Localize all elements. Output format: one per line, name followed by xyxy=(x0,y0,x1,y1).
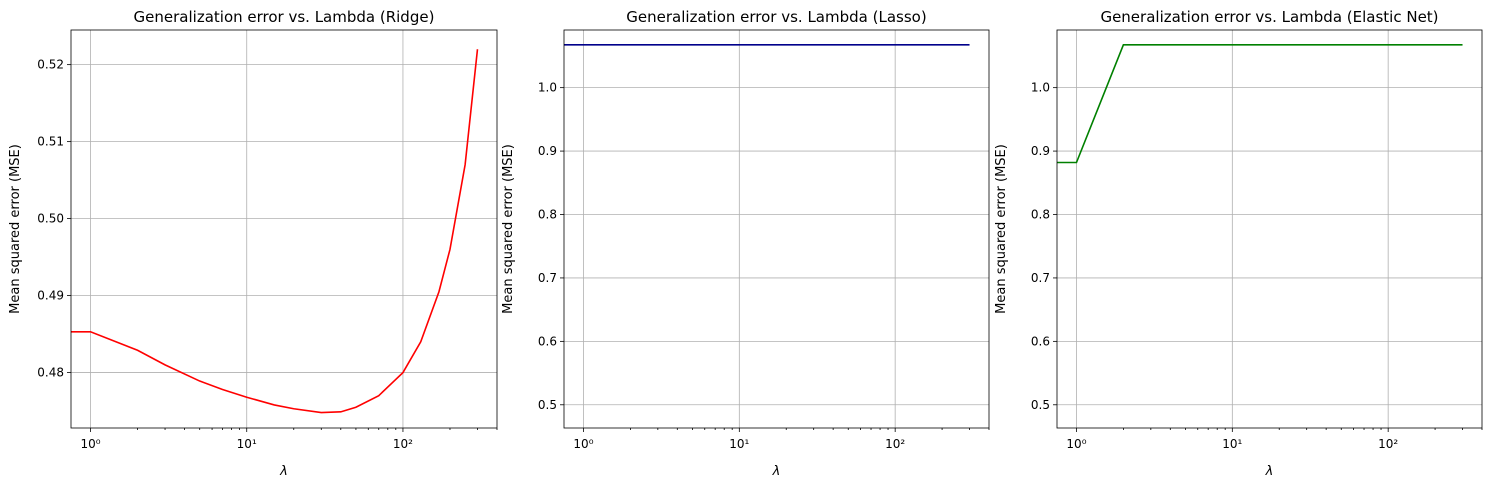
x-tick-label: 10² xyxy=(885,437,905,451)
chart-title: Generalization error vs. Lambda (Elastic… xyxy=(1100,8,1438,26)
y-axis-label: Mean squared error (MSE) xyxy=(994,144,1009,314)
y-tick-label: 0.51 xyxy=(37,135,64,149)
chart-panel-2: 0.5 0.6 0.7 0.8 0.9 1.0 10⁰ 10¹ 10² Generalizatio… xyxy=(501,8,990,479)
series-line xyxy=(1057,44,1463,164)
x-tick-label: 10⁰ xyxy=(573,437,593,451)
y-tick-label: 0.9 xyxy=(538,144,557,158)
plot-area xyxy=(1056,29,1483,429)
x-axis-label: λ xyxy=(279,464,288,479)
plot-area xyxy=(70,29,498,429)
x-axis-label: λ xyxy=(1265,464,1274,479)
y-axis-label: Mean squared error (MSE) xyxy=(8,144,23,314)
y-tick-label: 0.7 xyxy=(538,271,557,285)
y-axis-label: Mean squared error (MSE) xyxy=(501,144,516,314)
y-tick-label: 0.6 xyxy=(1031,334,1050,348)
x-tick-label: 10¹ xyxy=(237,437,257,451)
chart-title: Generalization error vs. Lambda (Lasso) xyxy=(626,8,926,26)
series-line xyxy=(71,49,479,414)
chart-panel-3: 0.5 0.6 0.7 0.8 0.9 1.0 10⁰ 10¹ 10² Generalizatio… xyxy=(994,8,1483,479)
chart-panel-1: 0.48 0.49 0.50 0.51 0.52 10⁰ 10¹ 10² Generalizat… xyxy=(8,8,498,479)
y-tick-label: 1.0 xyxy=(1031,81,1050,95)
x-axis-label: λ xyxy=(772,464,781,479)
y-tick-label: 0.8 xyxy=(1031,208,1050,222)
y-tick-label: 0.52 xyxy=(37,58,64,72)
x-tick-label: 10² xyxy=(393,437,413,451)
y-tick-label: 0.50 xyxy=(37,212,64,226)
x-tick-label: 10⁰ xyxy=(1066,437,1086,451)
plot-area xyxy=(563,29,990,429)
x-tick-label: 10⁰ xyxy=(80,437,100,451)
y-tick-label: 0.5 xyxy=(538,398,557,412)
y-tick-label: 0.7 xyxy=(1031,271,1050,285)
x-tick-label: 10¹ xyxy=(1222,437,1242,451)
x-tick-label: 10¹ xyxy=(729,437,749,451)
y-tick-label: 1.0 xyxy=(538,81,557,95)
y-tick-label: 0.49 xyxy=(37,289,64,303)
y-tick-label: 0.9 xyxy=(1031,144,1050,158)
y-tick-label: 0.48 xyxy=(37,366,64,380)
x-tick-label: 10² xyxy=(1378,437,1398,451)
y-tick-label: 0.6 xyxy=(538,334,557,348)
chart-title: Generalization error vs. Lambda (Ridge) xyxy=(134,8,435,26)
y-tick-label: 0.8 xyxy=(538,208,557,222)
y-tick-label: 0.5 xyxy=(1031,398,1050,412)
